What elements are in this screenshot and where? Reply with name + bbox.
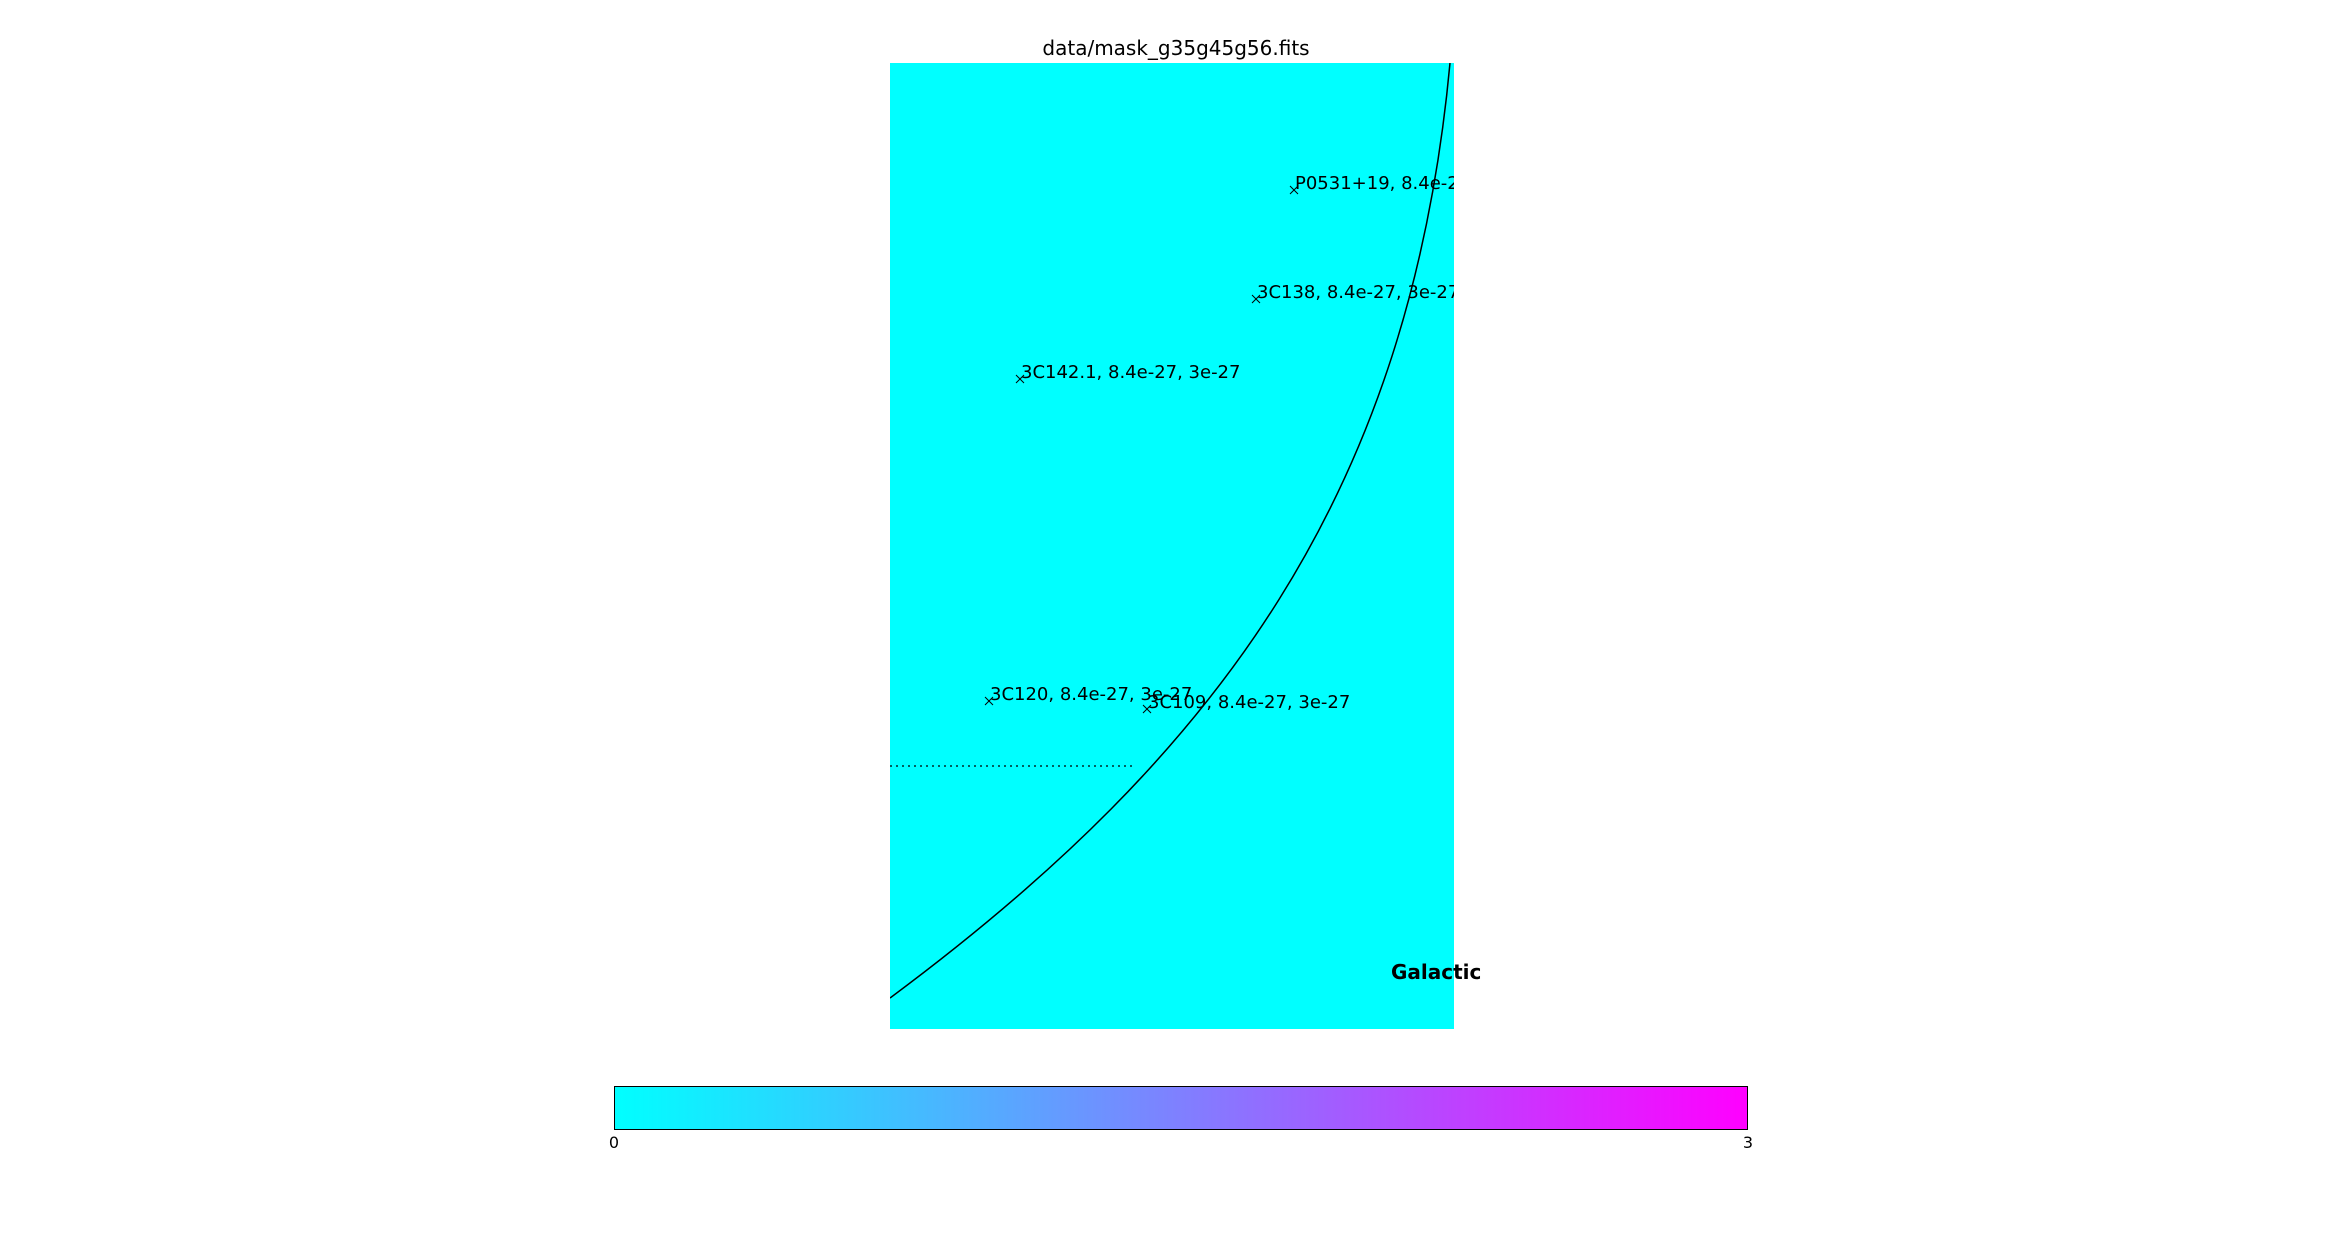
source-marker: 3C120, 8.4e-27, 3e-27 bbox=[984, 684, 1192, 706]
source-marker: P0531+19, 8.4e-27, 3e-27 bbox=[1289, 173, 1454, 195]
frame-label: Galactic bbox=[1391, 960, 1482, 984]
source-label: 3C109, 8.4e-27, 3e-27 bbox=[1148, 692, 1350, 713]
source-marker: 3C142.1, 8.4e-27, 3e-27 bbox=[1015, 362, 1240, 384]
source-label: P0531+19, 8.4e-27, 3e-27 bbox=[1295, 173, 1454, 194]
sky-boundary-curve bbox=[890, 63, 1451, 999]
source-markers: P0531+19, 8.4e-27, 3e-27 3C138, 8.4e-27, … bbox=[984, 173, 1454, 714]
mask-map: P0531+19, 8.4e-27, 3e-27 3C138, 8.4e-27, … bbox=[890, 63, 1454, 1029]
colorbar-tick-max: 3 bbox=[1742, 1133, 1754, 1152]
source-label: 3C138, 8.4e-27, 3e-27 bbox=[1257, 282, 1454, 303]
source-marker: 3C138, 8.4e-27, 3e-27 bbox=[1251, 282, 1454, 304]
source-marker: 3C109, 8.4e-27, 3e-27 bbox=[1142, 692, 1350, 714]
colorbar-tick-min: 0 bbox=[608, 1133, 620, 1152]
chart-title: data/mask_g35g45g56.fits bbox=[1042, 36, 1310, 60]
colorbar bbox=[614, 1086, 1748, 1130]
mask-region bbox=[890, 63, 1454, 1029]
source-label: 3C142.1, 8.4e-27, 3e-27 bbox=[1021, 362, 1240, 383]
source-label: 3C120, 8.4e-27, 3e-27 bbox=[990, 684, 1192, 705]
